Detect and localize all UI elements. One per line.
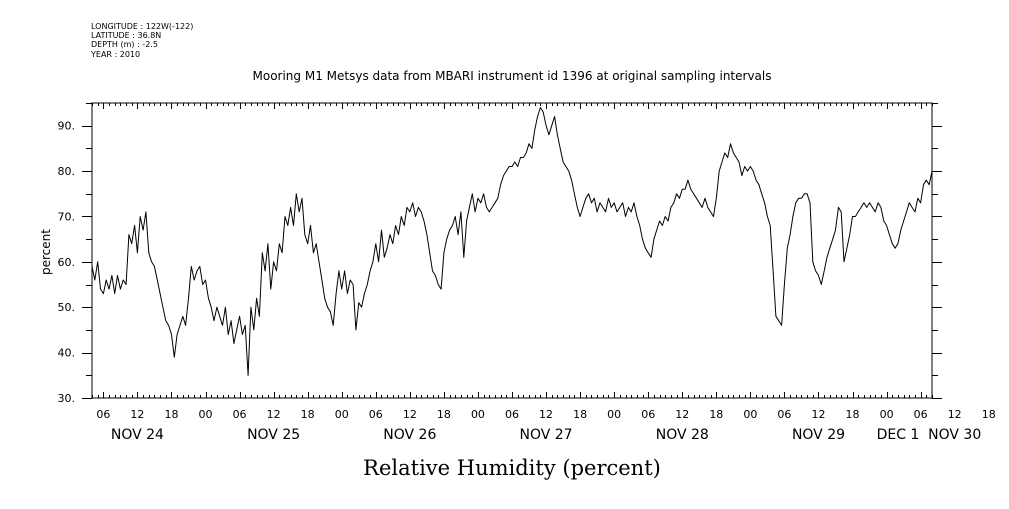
- x-tick-label: 06: [505, 408, 519, 421]
- y-tick-label: 60.: [58, 256, 76, 269]
- x-tick-label: 12: [267, 408, 281, 421]
- chart-title: Mooring M1 Metsys data from MBARI instru…: [253, 69, 772, 83]
- x-axis-label: Relative Humidity (percent): [363, 456, 661, 480]
- x-tick-label: 00: [335, 408, 349, 421]
- y-tick-label: 30.: [58, 392, 76, 405]
- y-tick-label: 50.: [58, 301, 76, 314]
- x-tick-label: 06: [233, 408, 247, 421]
- x-tick-label: 00: [607, 408, 621, 421]
- meta-longitude: LONGITUDE : 122W(-122): [91, 22, 193, 31]
- x-day-label: NOV 28: [656, 427, 709, 443]
- x-tick-label: 12: [811, 408, 825, 421]
- y-axis-label: percent: [39, 229, 53, 275]
- x-tick-label: 06: [914, 408, 928, 421]
- x-day-label: DEC 1: [877, 427, 920, 443]
- y-tick-label: 90.: [58, 120, 76, 133]
- y-tick-label: 40.: [58, 347, 76, 360]
- x-tick-label: 06: [369, 408, 383, 421]
- x-tick-label: 18: [982, 408, 996, 421]
- x-day-label: NOV 29: [792, 427, 845, 443]
- series-line: [92, 108, 932, 376]
- y-tick-label: 80.: [58, 165, 76, 178]
- x-tick-label: 06: [96, 408, 110, 421]
- x-tick-label: 18: [301, 408, 315, 421]
- x-tick-label: 12: [539, 408, 553, 421]
- series-layer: [92, 108, 932, 376]
- x-tick-label: 12: [403, 408, 417, 421]
- x-tick-label: 18: [573, 408, 587, 421]
- meta-year: YEAR : 2010: [90, 50, 140, 59]
- y-tick-label: 70.: [58, 210, 76, 223]
- x-tick-label: 06: [777, 408, 791, 421]
- x-tick-label: 18: [437, 408, 451, 421]
- x-tick-label: 12: [130, 408, 144, 421]
- x-tick-label: 06: [641, 408, 655, 421]
- x-tick-label: 00: [199, 408, 213, 421]
- x-day-label: NOV 26: [383, 427, 436, 443]
- x-tick-label: 00: [743, 408, 757, 421]
- x-day-label: NOV 27: [520, 427, 573, 443]
- x-tick-label: 18: [164, 408, 178, 421]
- meta-latitude: LATITUDE : 36.8N: [91, 31, 161, 40]
- x-day-label: NOV 24: [111, 427, 164, 443]
- x-tick-label: 00: [471, 408, 485, 421]
- x-tick-label: 12: [948, 408, 962, 421]
- axes-layer: 06 12 18 00 06 12 18 00 06 12 18 00 06 12 18 00 06 12 18 00…: [58, 103, 1009, 443]
- x-tick-label: 18: [846, 408, 860, 421]
- meta-depth: DEPTH (m) : -2.5: [91, 40, 158, 49]
- x-day-label: NOV 30: [928, 427, 981, 443]
- x-tick-label: 00: [880, 408, 894, 421]
- x-tick-label: 12: [675, 408, 689, 421]
- x-day-label: NOV 25: [247, 427, 300, 443]
- x-tick-label: 18: [709, 408, 723, 421]
- plot-frame: [92, 103, 932, 398]
